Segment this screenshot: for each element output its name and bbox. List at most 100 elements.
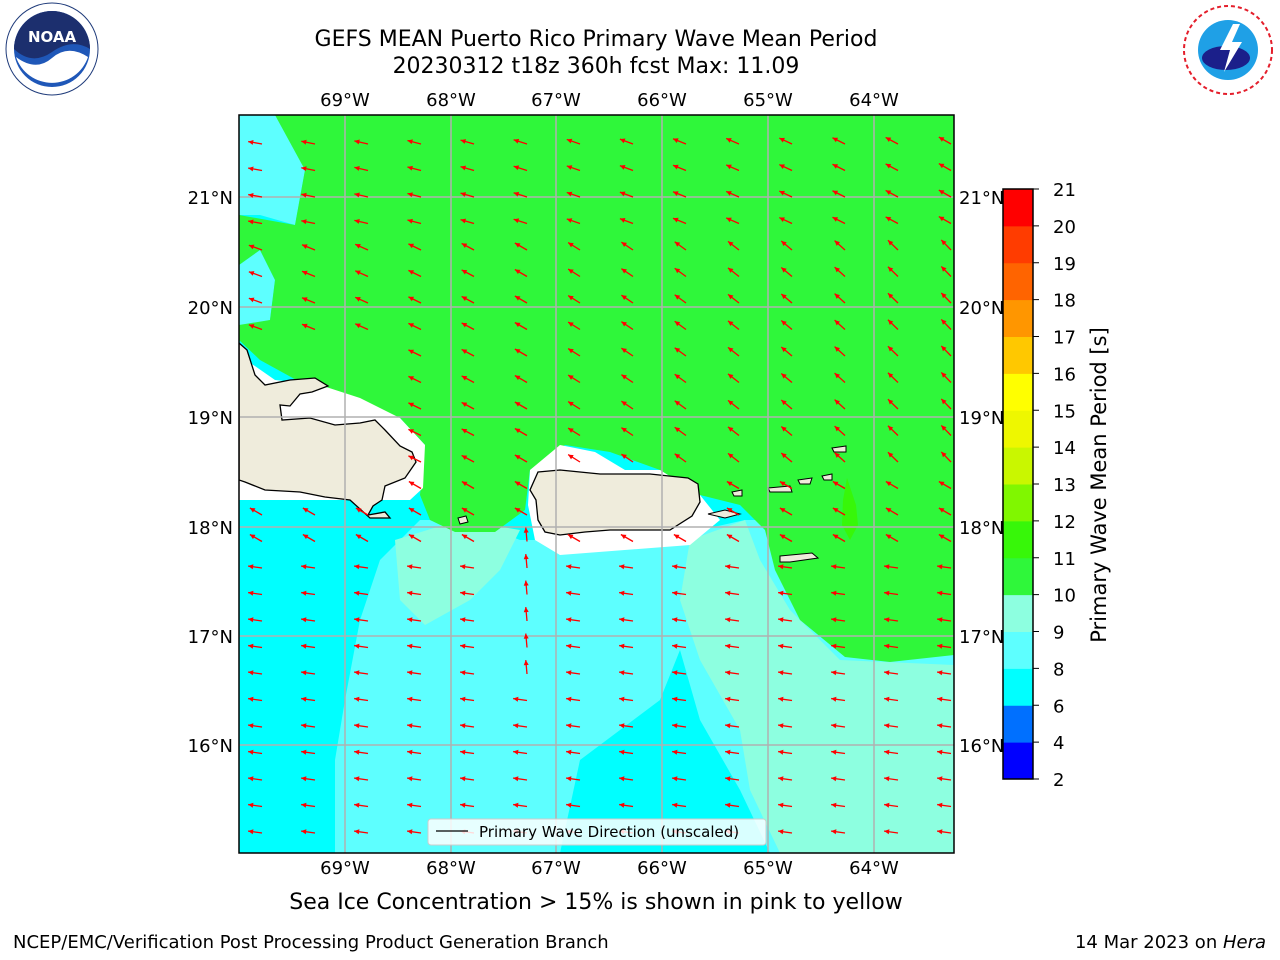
wave-arrow: [674, 267, 687, 278]
wave-arrow: [940, 451, 952, 463]
wave-arrow: [940, 239, 952, 251]
wave-arrow: [566, 802, 581, 808]
wave-arrow: [725, 696, 740, 702]
wave-arrow: [248, 617, 263, 623]
wave-arrow: [834, 293, 846, 304]
wave-arrow: [779, 507, 793, 516]
wave-arrow: [460, 802, 475, 808]
wave-arrow: [885, 163, 899, 172]
wave-arrow: [461, 507, 475, 516]
wave-arrow: [831, 802, 846, 808]
colorbar-tick-label: 4: [1053, 733, 1064, 754]
colorbar-segment: [1003, 520, 1033, 559]
colorbar-tick-label: 6: [1053, 696, 1064, 717]
wave-arrow: [727, 240, 740, 251]
wave-arrow: [461, 428, 475, 437]
lon-label-bottom: 66°W: [637, 858, 687, 879]
wave-arrow: [727, 346, 740, 357]
lon-label-top: 67°W: [531, 90, 581, 111]
wave-arrow: [354, 296, 369, 304]
wave-arrow: [938, 216, 952, 225]
wave-arrow: [832, 190, 846, 198]
wave-arrow: [461, 242, 475, 251]
wave-arrow: [725, 749, 740, 755]
lat-label-left: 18°N: [188, 518, 233, 539]
wave-arrow: [725, 670, 740, 676]
wave-arrow: [567, 427, 581, 437]
wave-arrow: [301, 564, 316, 570]
wave-arrow: [940, 424, 952, 436]
wave-arrow: [407, 617, 422, 623]
wave-arrow: [514, 374, 528, 384]
wave-arrow: [301, 617, 316, 623]
wave-arrow: [832, 216, 846, 225]
wave-arrow: [461, 401, 475, 410]
wave-arrow: [621, 347, 634, 357]
wave-arrow: [672, 164, 687, 172]
wave-arrow: [567, 374, 581, 384]
wave-arrow: [619, 802, 634, 808]
wave-arrow: [884, 723, 899, 729]
wave-arrow: [778, 643, 793, 649]
wave-arrow: [354, 323, 369, 331]
wave-arrow: [354, 696, 369, 702]
graticule: [239, 115, 954, 853]
wave-arrow: [778, 670, 793, 676]
wave-arrow: [887, 319, 899, 330]
wave-arrow: [408, 480, 422, 490]
wave-arrow: [407, 192, 422, 198]
wave-arrow: [778, 776, 793, 782]
wave-arrow: [514, 480, 528, 490]
colorbar-segment: [1003, 262, 1033, 301]
wave-arrow: [887, 345, 899, 357]
wave-arrow: [674, 373, 687, 384]
wave-arrow: [725, 643, 740, 649]
wave-arrow: [884, 696, 899, 702]
wave-arrow: [884, 802, 899, 808]
wave-arrow: [354, 139, 369, 145]
wave-arrow: [460, 723, 475, 729]
wave-arrow: [248, 829, 263, 835]
wave-arrow: [354, 564, 369, 570]
lat-label-right: 20°N: [959, 298, 1004, 319]
wave-arrow: [937, 670, 952, 676]
wave-arrow: [780, 320, 793, 330]
wave-arrow: [523, 633, 529, 648]
wave-arrow: [514, 321, 528, 331]
colorbar-tick-label: 17: [1053, 328, 1076, 349]
wave-arrow: [884, 749, 899, 755]
wave-arrow: [727, 399, 740, 410]
wave-arrow: [248, 564, 263, 570]
wave-arrow: [566, 643, 581, 649]
wave-arrow: [725, 723, 740, 729]
wave-arrow: [460, 749, 475, 755]
wave-arrow: [408, 507, 422, 516]
wave-arrow: [302, 507, 316, 516]
wave-arrow: [937, 829, 952, 835]
wave-arrow: [884, 670, 899, 676]
chart-subtitle: 20230312 t18z 360h fcst Max: 11.09: [392, 54, 800, 79]
wave-arrow: [248, 219, 263, 225]
wave-arrow: [887, 292, 899, 304]
wave-arrow: [354, 219, 369, 225]
lon-label-top: 66°W: [637, 90, 687, 111]
lon-label-bottom: 67°W: [531, 858, 581, 879]
wave-arrow: [937, 590, 952, 596]
wave-arrow: [523, 659, 529, 675]
wave-arrow: [354, 243, 369, 251]
wave-arrow: [619, 749, 634, 755]
lat-label-right: 19°N: [959, 408, 1004, 429]
wave-arrow: [779, 190, 793, 198]
lon-label-top: 68°W: [426, 90, 476, 111]
sea-ice-caption: Sea Ice Concentration > 15% is shown in …: [289, 890, 903, 915]
wave-arrow: [884, 617, 899, 623]
wave-arrow: [407, 776, 422, 782]
wave-arrow: [513, 696, 528, 702]
wave-arrow: [619, 217, 634, 225]
wave-arrow: [407, 218, 422, 225]
lon-label-top: 64°W: [849, 90, 899, 111]
wave-arrow: [301, 643, 316, 649]
wave-arrow: [567, 321, 581, 331]
wave-arrow: [940, 345, 952, 357]
wave-arrow: [355, 507, 369, 516]
